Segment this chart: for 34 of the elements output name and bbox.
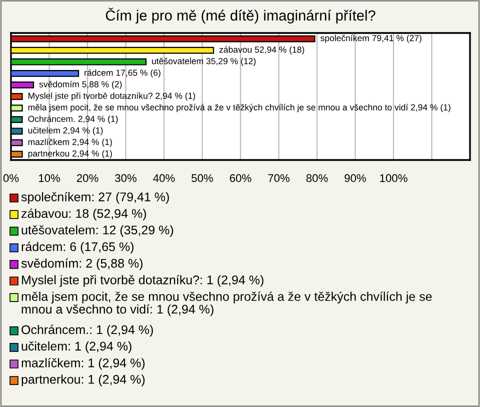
data-label: partnerkou 2,94 % (1) <box>28 150 112 158</box>
text: mazlíčkem: 1 (2,94 %) <box>22 358 145 370</box>
text: svědomím: 2 (5,88 %) <box>21 258 142 270</box>
text: zábavou: 18 (52,94 %) <box>22 208 146 220</box>
data-label: utěšovatelem 35,29 % (12) <box>152 58 256 66</box>
x-tick-label: 60% <box>230 174 252 182</box>
data-label: učitelem 2,94 % (1) <box>28 127 103 136</box>
text: společníkem: 27 (79,41 %) <box>21 192 169 204</box>
text: Ochráncem.: 1 (2,94 %) <box>22 324 153 337</box>
x-tick-label: 40% <box>153 174 175 182</box>
text: měla jsem pocit, že se mnou všechno prožívá a že v těžkých chvílích je se mnou a všechno to vidí: 1 (2,94 %) <box>22 292 432 316</box>
data-label: mazlíčkem 2,94 % (1) <box>28 138 112 147</box>
data-label: Myslel jste při tvorbě dotazníku? 2,94 % (1) <box>28 92 196 101</box>
data-label: rádcem 17,65 % (6) <box>84 69 160 78</box>
x-tick-label: 20% <box>76 174 98 182</box>
x-tick-label: 30% <box>115 174 136 182</box>
x-tick-label: 90% <box>344 174 366 182</box>
data-label: měla jsem pocit, že se mnou všechno prožívá a že v těžkých chvílích je se mnou a všechno to vidí 2,94 % (1) <box>28 104 450 112</box>
text: rádcem: 6 (17,65 %) <box>22 242 134 254</box>
data-label: Ochráncem. 2,94 % (1) <box>28 115 118 124</box>
x-tick-label: 0% <box>3 174 19 182</box>
data-label: svědomím 5,88 % (2) <box>39 80 122 90</box>
x-tick-label: 10% <box>38 174 60 182</box>
chart-title: Čím je pro mě (mé dítě) imaginární přítel? <box>106 8 376 24</box>
data-label: zábavou 52,94 % (18) <box>219 46 304 54</box>
text: Myslel jste při tvorbě dotazníku?: 1 (2,94 %) <box>22 275 264 287</box>
text: učitelem: 1 (2,94 %) <box>22 341 132 354</box>
x-tick-label: 70% <box>268 174 290 182</box>
data-label: společníkem 79,41 % (27) <box>320 34 422 43</box>
x-tick-label: 80% <box>306 174 328 182</box>
x-tick-label: 100% <box>380 174 408 182</box>
text: utěšovatelem: 12 (35,29 %) <box>22 225 174 237</box>
text: partnerkou: 1 (2,94 %) <box>22 374 145 386</box>
x-tick-label: 50% <box>192 174 213 182</box>
